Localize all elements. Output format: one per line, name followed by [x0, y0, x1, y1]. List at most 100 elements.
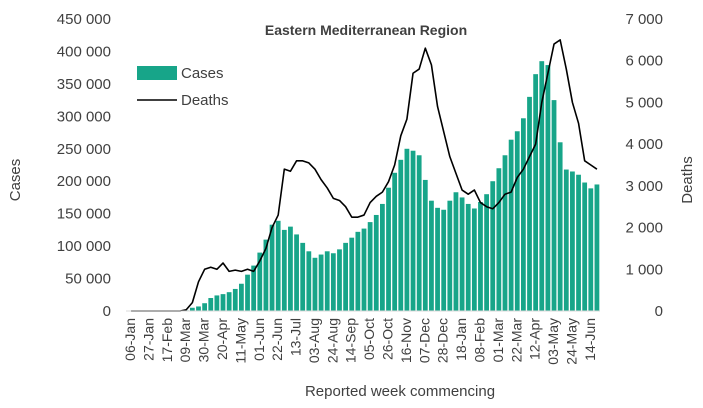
cases-bar [478, 201, 483, 311]
cases-bar [490, 181, 496, 311]
cases-bar [484, 194, 489, 311]
y-tick-label: 0 [103, 303, 111, 320]
cases-bar [343, 242, 348, 311]
bars-group [183, 61, 600, 312]
x-tick-label: 30-Mar [196, 318, 212, 363]
x-tick-label: 01-Jun [251, 318, 267, 361]
cases-bar [520, 118, 526, 311]
cases-bar [551, 100, 557, 311]
cases-bar [220, 294, 226, 311]
cases-bar [275, 220, 281, 311]
cases-bar [410, 150, 416, 311]
cases-bar [208, 298, 214, 311]
x-ticks: 06-Jan 27-Jan 17-Feb 09-Mar 30-Mar 20-Apr 11-M… [122, 318, 598, 365]
legend: Cases Deaths [137, 65, 229, 109]
x-axis-title: Reported week commencing [305, 383, 495, 400]
cases-bar [447, 200, 453, 311]
cases-bar [514, 131, 520, 311]
cases-bar [404, 148, 410, 311]
cases-bar [300, 242, 306, 311]
cases-bar [245, 274, 250, 311]
cases-bar [189, 307, 195, 311]
y2-tick-label: 0 [655, 303, 663, 320]
legend-cases-label: Cases [181, 65, 224, 82]
x-tick-label: 11-May [232, 318, 248, 364]
cases-bar [367, 222, 373, 311]
cases-bar [441, 209, 447, 311]
y-tick-label: 300 000 [57, 108, 111, 125]
y2-tick-label: 1 000 [625, 261, 663, 278]
y2-tick-label: 4 000 [625, 136, 663, 153]
x-tick-label: 24-May [563, 318, 579, 365]
x-tick-label: 13-Jul [288, 318, 304, 356]
cases-bar [257, 252, 263, 311]
x-tick-label: 24-Aug [324, 318, 340, 363]
y2-tick-label: 3 000 [625, 178, 663, 195]
cases-bar [288, 226, 293, 311]
cases-bar [576, 174, 581, 311]
x-tick-label: 18-Jan [453, 318, 469, 361]
x-tick-label: 06-Jan [122, 318, 138, 361]
cases-bar [251, 265, 257, 311]
deaths-line-group [131, 39, 598, 312]
y2-tick-label: 2 000 [625, 220, 663, 237]
x-tick-label: 07-Dec [416, 318, 432, 363]
cases-bar [508, 139, 514, 311]
x-tick-label: 01-Mar [490, 318, 506, 363]
cases-bar [373, 214, 379, 311]
y-tick-label: 250 000 [57, 141, 111, 158]
cases-bar [281, 229, 287, 311]
x-tick-label: 16-Nov [398, 318, 414, 363]
y-tick-label: 50 000 [65, 271, 111, 288]
cases-bar [453, 192, 459, 311]
cases-bar [422, 179, 428, 311]
y-axis-title: Cases [7, 159, 24, 202]
x-tick-label: 17-Feb [159, 318, 175, 363]
x-tick-label: 12-Apr [527, 318, 543, 360]
cases-bar [312, 257, 318, 311]
cases-bar [465, 203, 471, 311]
x-tick-label: 26-Oct [380, 318, 396, 360]
cases-bar [239, 283, 244, 311]
x-tick-label: 09-Mar [177, 318, 193, 363]
legend-deaths-label: Deaths [181, 92, 229, 109]
cases-bar [361, 228, 367, 311]
cases-bar [545, 65, 551, 311]
cases-bar [386, 187, 391, 311]
x-tick-label: 22-Jun [269, 318, 285, 361]
cases-bar [380, 203, 385, 311]
y-tick-label: 100 000 [57, 238, 111, 255]
cases-bar [563, 169, 569, 311]
x-tick-label: 03-Aug [306, 318, 322, 363]
x-tick-label: 14-Sep [343, 318, 359, 363]
deaths-line [131, 39, 598, 312]
cases-bar [294, 234, 299, 311]
x-tick-label: 27-Jan [140, 318, 156, 361]
cases-bar [318, 254, 324, 311]
cases-bar [533, 74, 539, 311]
cases-bar [416, 155, 422, 311]
x-tick-label: 08-Feb [471, 318, 487, 363]
cases-bar [459, 197, 465, 311]
cases-bar [557, 142, 563, 311]
cases-bar [355, 231, 361, 311]
x-tick-label: 05-Oct [361, 318, 377, 360]
cases-bar [269, 224, 275, 311]
cases-bar [588, 188, 594, 311]
cases-bar [202, 303, 208, 311]
cases-bar [527, 96, 532, 312]
y2-tick-label: 6 000 [625, 53, 663, 70]
chart-title: Eastern Mediterranean Region [265, 22, 467, 38]
cases-bar [226, 292, 232, 311]
y-tick-label: 400 000 [57, 43, 111, 60]
cases-bar [502, 155, 508, 311]
y-ticks-left: 0 50 000 100 000 150 000 200 000 250 000 300 0… [57, 11, 111, 320]
cases-bar [232, 288, 238, 311]
cases-bar [398, 159, 404, 311]
legend-cases-swatch [137, 66, 177, 80]
y2-axis-title: Deaths [679, 156, 696, 204]
cases-bar [471, 208, 477, 311]
y-tick-label: 450 000 [57, 11, 111, 28]
cases-bar [496, 168, 502, 311]
